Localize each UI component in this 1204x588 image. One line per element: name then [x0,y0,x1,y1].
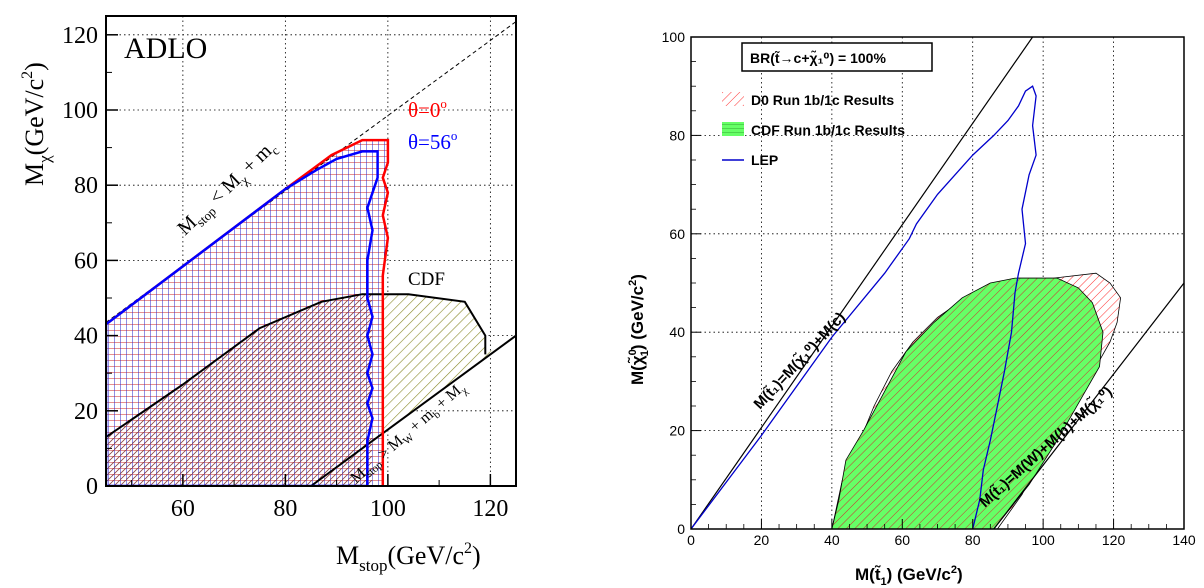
left-theta56-curve [106,150,379,486]
right-y-axis-label: M(χ̃01) (GeV/c2) [627,274,651,385]
left-ytick-label-120: 120 [62,23,98,49]
right-diag-upper-line [691,37,1034,529]
right-ytick-label-40: 40 [669,324,685,340]
left-y-axis-label: Mχ(GeV/c2) [19,62,54,186]
right-xtick-label-20: 20 [754,532,770,548]
legend-label-d0: D0 Run 1b/1c Results [751,92,894,108]
left-ytick-label-40: 40 [74,324,98,350]
left-xtick-label-120: 120 [472,496,508,522]
left-xtick-label-100: 100 [370,496,406,522]
right-diag-lower-line [993,282,1184,529]
left-cdf-curve [106,293,487,438]
left-legend-theta0: θ=0o [408,96,447,122]
right-xtick-label-40: 40 [824,532,840,548]
left-overlap-region [106,294,373,486]
right-xtick-label-60: 60 [894,532,910,548]
left-xtick-label-80: 80 [273,496,297,522]
right-xtick-label-100: 100 [1031,532,1055,548]
left-x-axis-label: Mstop(GeV/c2) [336,540,481,575]
right-ytick-label-60: 60 [669,226,685,242]
left-plot-frame [105,15,517,487]
left-filled-regions [106,140,516,486]
left-ytick-label-60: 60 [74,248,98,274]
left-ytick-label-100: 100 [62,98,98,124]
right-lep-curve [691,85,1037,529]
right-cdf-region [831,277,1104,529]
right-xtick-label-140: 140 [1172,532,1196,548]
left-ytick-label-0: 0 [86,474,98,500]
left-xtick-label-60: 60 [171,496,195,522]
right-xtick-label-80: 80 [965,532,981,548]
right-ytick-label-0: 0 [677,521,685,537]
left-ytick-label-20: 20 [74,399,98,425]
right-diag-upper-label: M(t̃₁)=M(χ̃₁⁰)+M(c) [750,308,849,412]
right-chart: 0 20 40 60 80 100 120 140 0 20 40 60 80 100 BR(t̃→c+χ… [627,29,1196,588]
right-legend: D0 Run 1b/1c Results CDF Run 1b/1c Resul… [722,92,905,168]
right-xtick-label-120: 120 [1102,532,1126,548]
legend-label-cdf: CDF Run 1b/1c Results [751,122,905,138]
right-x-axis-label: M(t̃1) (GeV/c2) [855,564,963,588]
legend-swatch-d0 [722,92,744,106]
legend-label-lep: LEP [751,152,778,168]
legend-swatch-cdf [722,122,744,136]
left-curves [106,21,516,486]
left-theta0-curve [106,138,390,486]
right-ytick-label-100: 100 [662,29,686,45]
right-br-box [741,42,933,72]
left-legend-theta56: θ=56o [408,128,457,154]
left-cdf-label: CDF [408,269,445,290]
right-br-label: BR(t̃→c+χ̃₁⁰) = 100% [750,49,886,66]
right-filled-regions [831,272,1122,529]
left-kinematic-lower-line [310,334,516,486]
right-ticks: 0 20 40 60 80 100 120 140 0 20 40 60 80 100 [662,29,1196,548]
left-ticks: 60 80 100 120 0 20 40 60 80 100 120 [62,23,508,522]
right-ytick-label-20: 20 [669,423,685,439]
right-xtick-label-0: 0 [687,532,695,548]
left-panel-label: ADLO [124,32,207,65]
right-curves [691,37,1184,529]
right-ytick-label-80: 80 [669,127,685,143]
left-ytick-label-80: 80 [74,173,98,199]
left-chart: 60 80 100 120 0 20 40 60 80 100 120 ADLO θ=0o θ=56… [19,15,517,575]
